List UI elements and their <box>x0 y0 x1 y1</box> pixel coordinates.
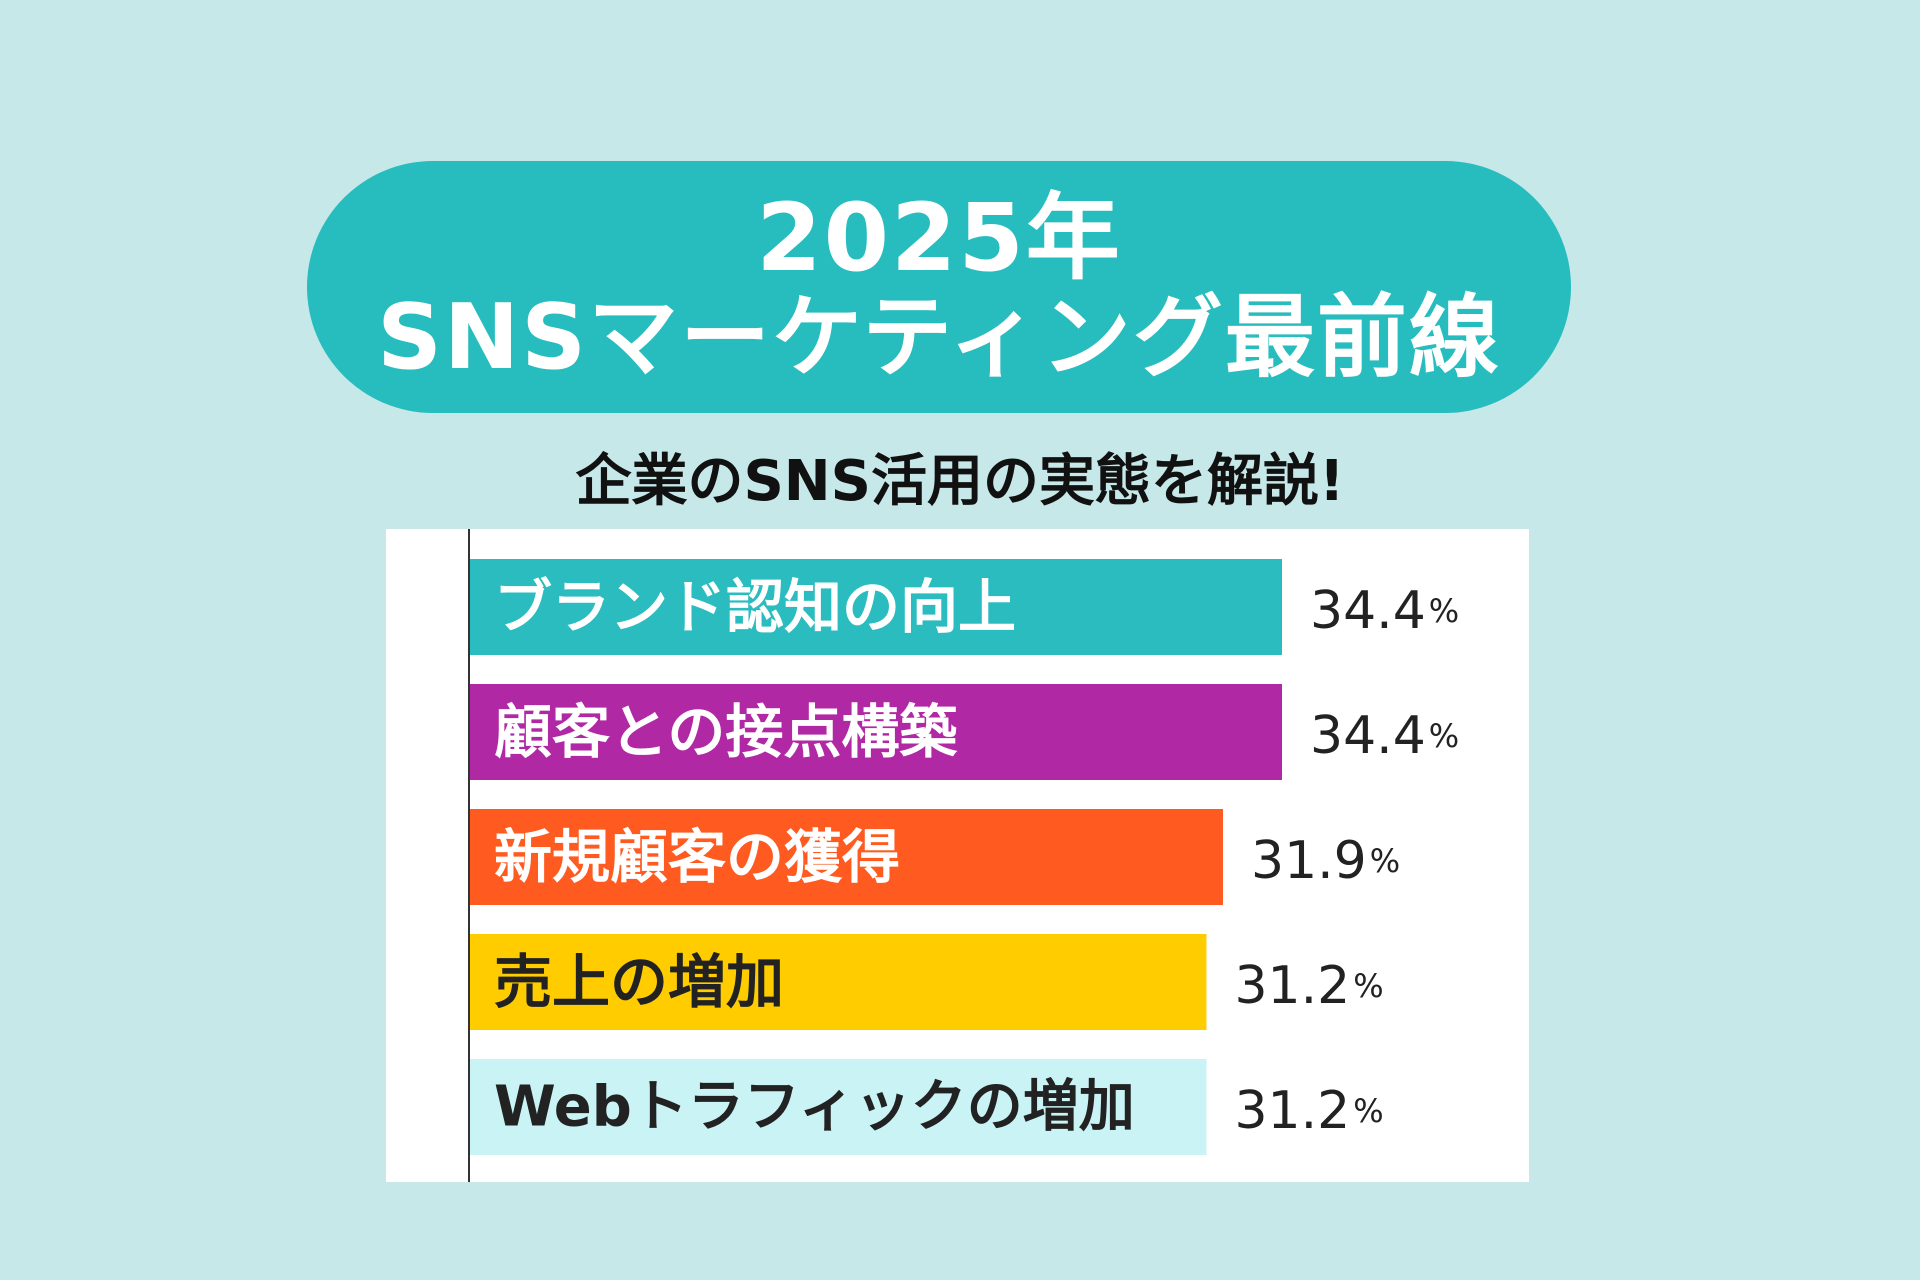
subtitle: 企業のSNS活用の実態を解説! <box>575 449 1345 514</box>
bar-value-label: 31.2% <box>1234 1081 1383 1141</box>
bar-category-label: ブランド認知の向上 <box>494 573 1016 641</box>
bar-value-label: 31.2% <box>1234 956 1383 1016</box>
bar <box>470 559 1282 655</box>
bar-category-label: 売上の増加 <box>494 948 784 1016</box>
bar-value-label: 34.4% <box>1310 706 1459 766</box>
bar-value-label: 34.4% <box>1310 581 1459 641</box>
bar-value-label: 31.9% <box>1251 831 1400 891</box>
bar-category-label: 新規顧客の獲得 <box>494 823 900 891</box>
title-year: 2025年 <box>756 183 1122 293</box>
bar-chart: ブランド認知の向上 34.4% 顧客との接点構築 34.4% 新規顧客の獲得 31.9% 売… <box>468 529 1459 1182</box>
page-title: SNSマーケティング最前線 <box>377 285 1501 391</box>
bar <box>470 934 1207 1030</box>
bar-category-label: 顧客との接点構築 <box>494 698 958 766</box>
title-banner: 2025年 SNSマーケティング最前線 <box>307 161 1571 413</box>
chart-card: ブランド認知の向上 34.4% 顧客との接点構築 34.4% 新規顧客の獲得 31.9% 売… <box>386 529 1529 1182</box>
bar <box>470 809 1223 905</box>
bar-category-label: Webトラフィックの増加 <box>494 1075 1135 1140</box>
bar <box>470 684 1282 780</box>
bar <box>470 1059 1207 1155</box>
